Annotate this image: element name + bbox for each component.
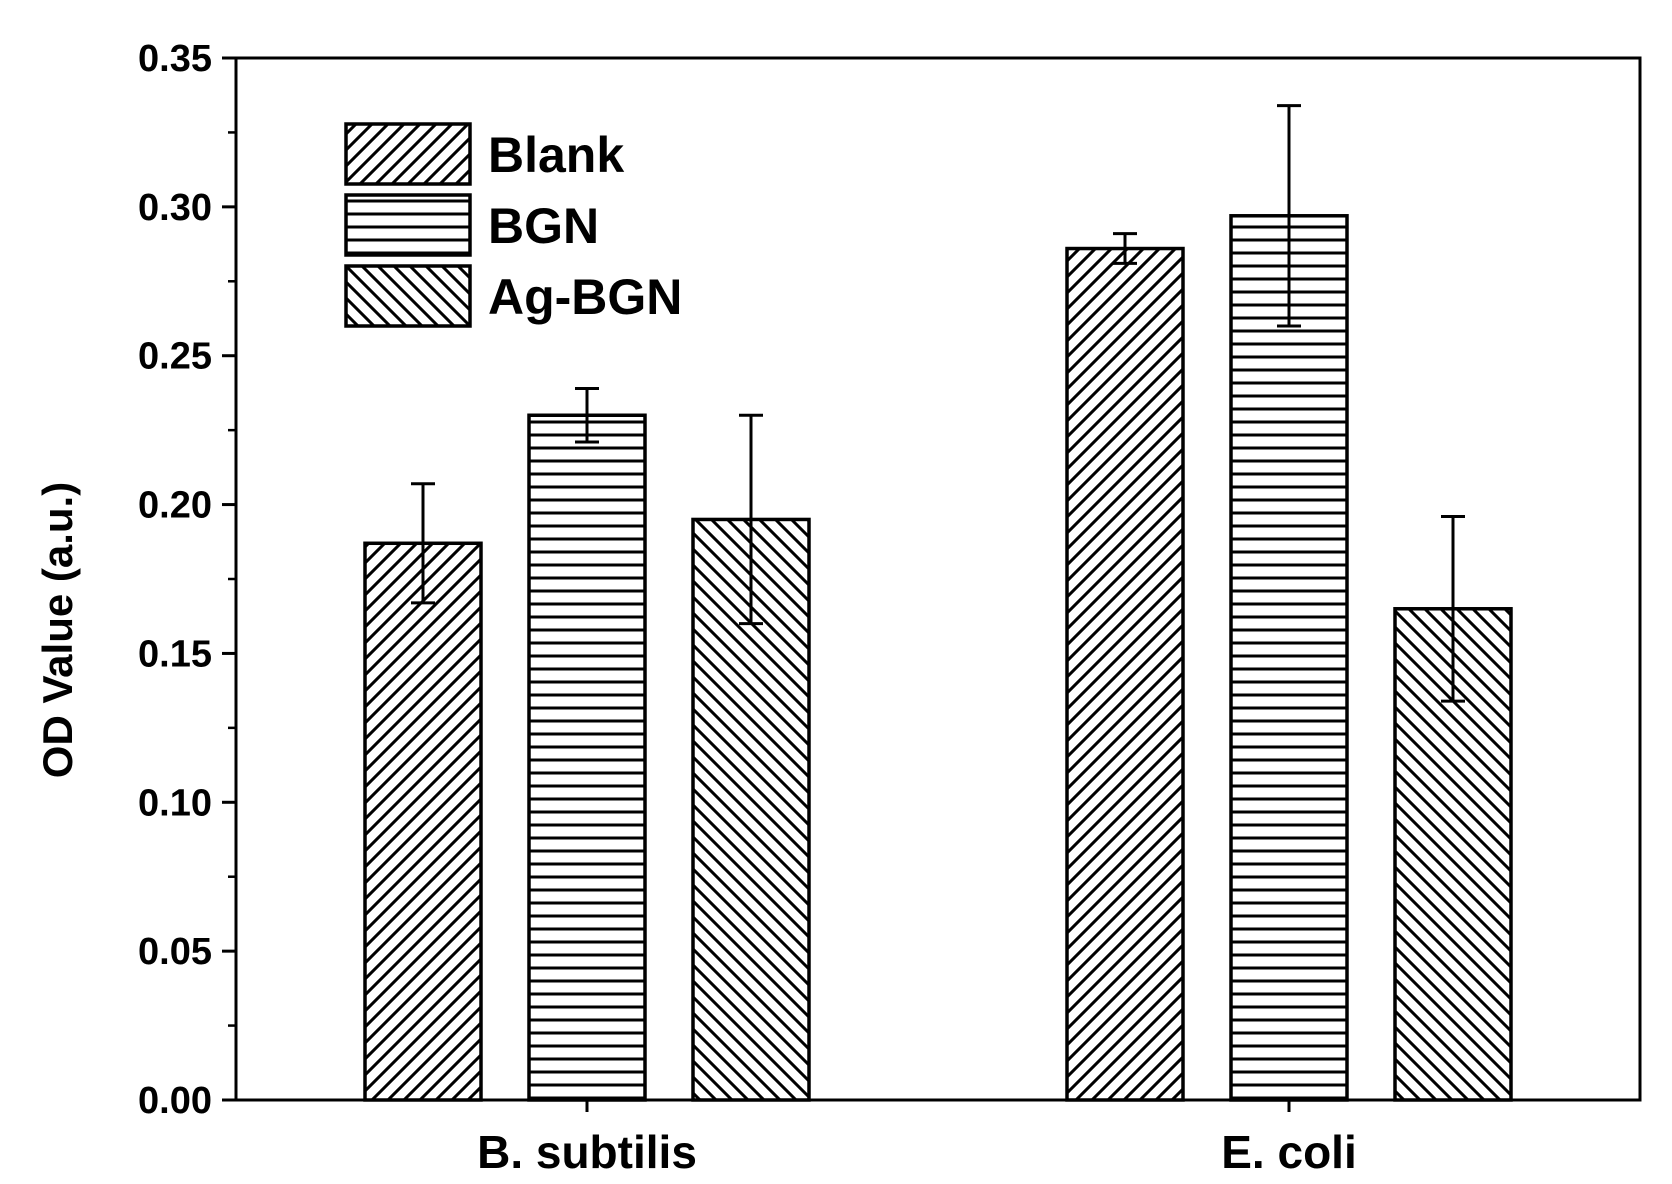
y-tick-label: 0.00 (138, 1080, 212, 1122)
legend-swatch (344, 264, 472, 328)
legend-swatch (344, 122, 472, 186)
y-axis-title: OD Value (a.u.) (34, 482, 81, 778)
bar (1065, 246, 1185, 1102)
plot-area: 0.00 0.05 0.10 0.15 0.20 0.25 0.30 0.35 B. subti… (138, 38, 1642, 1178)
x-category-label: B. subtilis (477, 1126, 697, 1178)
bar (1229, 214, 1349, 1102)
y-tick-label: 0.15 (138, 633, 212, 675)
legend-swatch (344, 193, 472, 257)
legend-label: Blank (488, 127, 624, 183)
bar (527, 413, 647, 1102)
legend-label: BGN (488, 198, 599, 254)
y-tick-label: 0.25 (138, 336, 212, 378)
y-tick-label: 0.05 (138, 931, 212, 973)
bar (363, 541, 483, 1102)
legend-label: Ag-BGN (488, 269, 682, 325)
y-tick-label: 0.20 (138, 485, 212, 527)
y-tick-label: 0.30 (138, 187, 212, 229)
y-tick-label: 0.10 (138, 782, 212, 824)
y-tick-label: 0.35 (138, 38, 212, 80)
legend: Blank BGN Ag-BGN (344, 122, 682, 328)
x-category-label: E. coli (1221, 1126, 1356, 1178)
